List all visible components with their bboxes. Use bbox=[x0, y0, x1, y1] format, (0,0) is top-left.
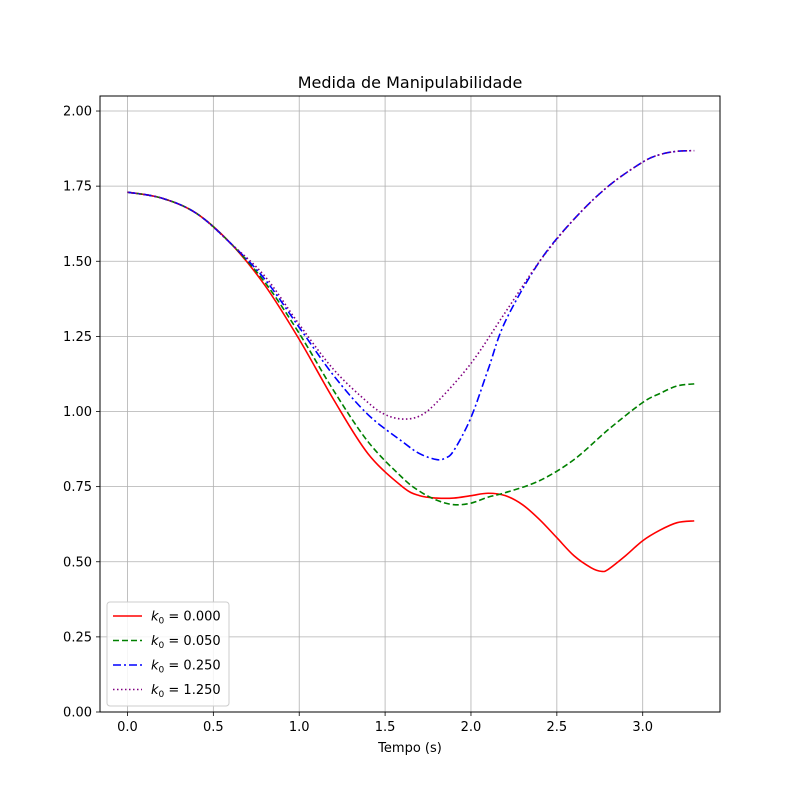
x-tick-label: 2.5 bbox=[546, 720, 567, 735]
legend-label-subscript: 0 bbox=[159, 690, 165, 700]
x-tick-label: 0.0 bbox=[117, 720, 138, 735]
legend-label-subscript: 0 bbox=[159, 641, 165, 651]
legend-label-2: k0 = 0.250 bbox=[151, 659, 221, 676]
y-tick-label: 0.75 bbox=[63, 480, 92, 495]
legend-label-value: = 0.050 bbox=[164, 634, 220, 649]
legend-label-main: k bbox=[151, 683, 159, 698]
chart-title: Medida de Manipulabilidade bbox=[298, 73, 523, 92]
y-axis: 0.00 0.25 0.50 0.75 1.00 1.25 1.50 1.75 2.00 bbox=[63, 105, 100, 721]
y-tick-label: 1.00 bbox=[63, 405, 92, 420]
y-tick-label: 0.00 bbox=[63, 706, 92, 721]
x-tick-label: 2.0 bbox=[461, 720, 482, 735]
y-tick-label: 1.25 bbox=[63, 330, 92, 345]
legend-label-1: k0 = 0.050 bbox=[151, 634, 221, 651]
y-tick-label: 0.50 bbox=[63, 555, 92, 570]
legend-box bbox=[106, 601, 230, 707]
legend-label-value: = 0.250 bbox=[164, 659, 220, 674]
y-tick-label: 1.50 bbox=[63, 255, 92, 270]
legend-label-3: k0 = 1.250 bbox=[151, 683, 221, 700]
x-axis: 0.0 0.5 1.0 1.5 2.0 2.5 3.0 bbox=[117, 712, 653, 735]
x-axis-label: Tempo (s) bbox=[377, 741, 442, 756]
legend-label-0: k0 = 0.000 bbox=[151, 610, 221, 627]
legend-label-subscript: 0 bbox=[159, 666, 165, 676]
x-tick-label: 1.5 bbox=[375, 720, 396, 735]
series-line-1 bbox=[127, 191, 695, 506]
legend-label-main: k bbox=[151, 659, 159, 674]
series-line-0 bbox=[127, 191, 695, 573]
legend-label-main: k bbox=[151, 610, 159, 625]
x-tick-label: 0.5 bbox=[203, 720, 224, 735]
series-layer bbox=[127, 149, 695, 573]
x-tick-label: 1.0 bbox=[289, 720, 310, 735]
y-tick-label: 0.25 bbox=[63, 630, 92, 645]
series-line-3 bbox=[127, 149, 695, 420]
legend-label-subscript: 0 bbox=[159, 617, 165, 627]
legend-label-main: k bbox=[151, 634, 159, 649]
legend-label-value: = 1.250 bbox=[164, 683, 220, 698]
legend-label-value: = 0.000 bbox=[164, 610, 220, 625]
x-tick-label: 3.0 bbox=[632, 720, 653, 735]
plot-frame bbox=[99, 95, 721, 713]
y-tick-label: 2.00 bbox=[63, 105, 92, 120]
y-tick-label: 1.75 bbox=[63, 180, 92, 195]
